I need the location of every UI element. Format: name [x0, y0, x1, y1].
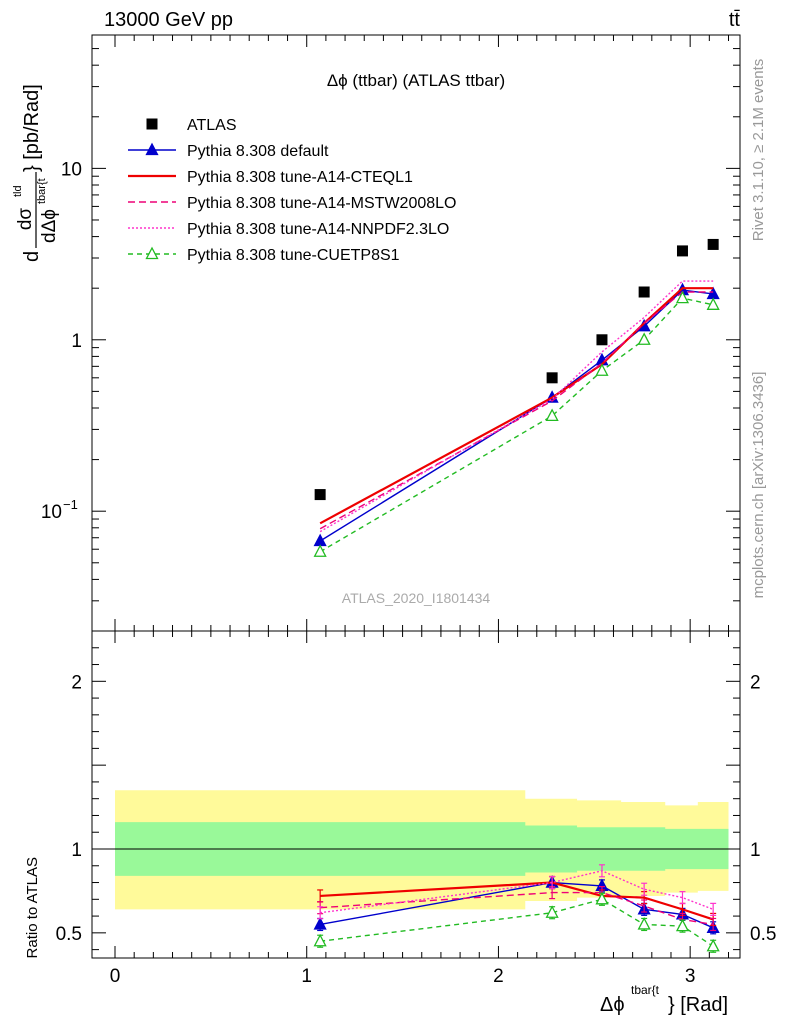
x-tick-label: 3: [685, 966, 696, 987]
series-5-ratio-point: [595, 891, 609, 905]
legend-marker: [145, 246, 159, 260]
x-tick-label: 0: [110, 966, 121, 987]
series-2-ratio-line: [320, 881, 714, 921]
legend-entry: Pythia 8.308 tune-CUETP8S1: [128, 246, 400, 264]
legend-label: ATLAS: [187, 117, 237, 134]
ylabel-den-sup: tbar{t: [36, 178, 48, 204]
series-3-ratio-line: [320, 891, 714, 926]
y-tick-label-ratio-right: 0.5: [750, 924, 776, 945]
xlabel-main: Δϕ: [600, 994, 625, 1016]
legend-entry: Pythia 8.308 tune-A14-NNPDF2.3LO: [128, 221, 449, 238]
atlas-point: [546, 372, 558, 384]
series-5-main-point: [313, 544, 327, 557]
series-2-main-line: [319, 287, 714, 525]
legend-label: Pythia 8.308 tune-A14-MSTW2008LO: [187, 195, 456, 212]
atlas-point: [596, 334, 608, 346]
series-4-ratio-line: [320, 870, 714, 914]
legend-marker: [145, 142, 159, 156]
xlabel-sup: tbar{t: [631, 983, 660, 997]
series-5-main-point: [706, 297, 720, 310]
series-5-ratio-point: [313, 933, 327, 947]
legend-marker: [146, 118, 158, 130]
mcplots-label: mcplots.cern.ch [arXiv:1306.3436]: [750, 372, 767, 599]
ratio-frame: [91, 630, 741, 959]
main-panel: [313, 238, 720, 557]
legend-label: Pythia 8.308 default: [187, 143, 329, 160]
x-tick-label: 2: [493, 966, 504, 987]
y-tick-label-main: 1: [71, 331, 82, 352]
ylabel-prefix: d: [21, 251, 43, 262]
series-5-main-point: [675, 290, 690, 304]
rivet-label: Rivet 3.1.10, ≥ 2.1M events: [750, 59, 767, 242]
xlabel-tail: } [Rad]: [668, 994, 728, 1016]
atlas-point: [638, 286, 650, 298]
legend-label: Pythia 8.308 tune-A14-NNPDF2.3LO: [187, 221, 449, 238]
legend-label: Pythia 8.308 tune-A14-CTEQL1: [187, 169, 413, 186]
x-axis-title: Δϕ tbar{t } [Rad]: [600, 983, 728, 1016]
atlas-point: [676, 245, 688, 257]
legend-entry: Pythia 8.308 default: [128, 142, 329, 160]
y-axis-title-ratio: Ratio to ATLAS: [24, 857, 41, 958]
chart-title: Δϕ (ttbar) (ATLAS ttbar): [327, 71, 505, 90]
y-tick-label-ratio-left: 1: [71, 840, 82, 861]
atlas-point: [314, 489, 326, 501]
legend-label: Pythia 8.308 tune-CUETP8S1: [187, 247, 400, 264]
y-tick-label-ratio-right: 2: [750, 672, 761, 693]
legend-entry: ATLAS: [146, 117, 237, 134]
legend-entry: Pythia 8.308 tune-A14-CTEQL1: [128, 169, 413, 186]
y-tick-label-ratio-left: 2: [71, 672, 82, 693]
series-4-main-line: [319, 280, 714, 533]
y-axis-title-main: d dσ tld dΔϕ tbar{t } [pb/Rad]: [12, 84, 60, 262]
series-3-main-line: [319, 291, 714, 530]
ratio-panel: [92, 790, 740, 953]
process-label: tt̄: [729, 9, 741, 31]
series-1-main-line: [319, 289, 714, 542]
y-tick-label-main: 10: [61, 159, 82, 180]
x-tick-label: 1: [301, 966, 312, 987]
y-tick-label-ratio-right: 1: [750, 840, 761, 861]
series-5-main-line: [319, 297, 714, 553]
ylabel-suffix: } [pb/Rad]: [21, 84, 43, 172]
ylabel-den: dΔϕ: [39, 209, 60, 243]
ylabel-num: dσ: [15, 208, 36, 231]
series-5-ratio-point: [545, 905, 559, 918]
series-5-main-point: [637, 332, 651, 345]
energy-label: 13000 GeV pp: [104, 9, 233, 31]
analysis-watermark: ATLAS_2020_I1801434: [342, 590, 491, 606]
y-tick-label-main-exponent: −1: [63, 497, 78, 512]
y-tick-label-main: 10: [41, 502, 62, 523]
legend: ATLAS Pythia 8.308 default Pythia 8.308 tu…: [128, 117, 456, 264]
series-5-main-point: [595, 363, 609, 376]
atlas-point: [707, 238, 719, 250]
series-5-ratio-point: [706, 938, 720, 952]
series-5-main-point: [545, 408, 559, 421]
series-5-ratio-point: [675, 918, 690, 932]
y-tick-label-ratio-left: 0.5: [56, 924, 82, 945]
series-5-ratio-point: [637, 917, 651, 930]
legend-entry: Pythia 8.308 tune-A14-MSTW2008LO: [128, 195, 456, 212]
series-1-main-point: [313, 533, 327, 547]
series-1-ratio-point: [313, 917, 327, 930]
ylabel-num-sup: tld: [12, 185, 24, 197]
